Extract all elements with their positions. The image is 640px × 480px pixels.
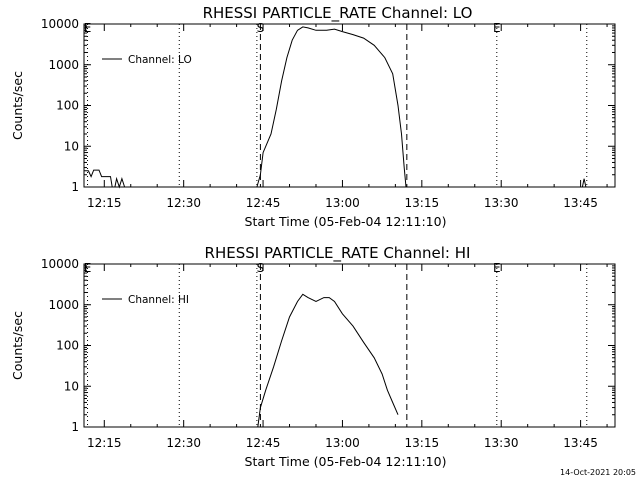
- legend-label: Channel: HI: [128, 294, 189, 306]
- chart-title: RHESSI PARTICLE_RATE Channel: HI: [205, 244, 471, 263]
- marker-label: S: [257, 21, 265, 35]
- panel-hi: RHESSI PARTICLE_RATE Channel: HI Start T…: [10, 244, 616, 469]
- x-tick-label: 12:15: [87, 436, 122, 450]
- y-tick-label: 1: [71, 420, 79, 434]
- x-tick-label: 13:00: [325, 436, 360, 450]
- y-tick-label: 1: [71, 180, 79, 194]
- chart-title: RHESSI PARTICLE_RATE Channel: LO: [203, 4, 473, 23]
- y-tick-label: 100: [56, 99, 79, 113]
- x-tick-label: 12:45: [246, 196, 281, 210]
- x-tick-label: 13:45: [563, 436, 598, 450]
- y-tick-label: 100: [56, 339, 79, 353]
- y-axis-label: Counts/sec: [10, 71, 25, 140]
- series-line: [257, 293, 399, 428]
- marker-label: E: [493, 261, 501, 275]
- x-tick-label: 13:45: [563, 196, 598, 210]
- x-tick-label: 13:15: [405, 196, 440, 210]
- x-tick-label: 13:30: [484, 436, 519, 450]
- y-tick-label: 10000: [41, 257, 79, 271]
- y-axis-label: Counts/sec: [10, 311, 25, 380]
- series-line: [84, 169, 126, 189]
- panel-lo: RHESSI PARTICLE_RATE Channel: LO Start T…: [10, 4, 616, 229]
- marker-label: E: [84, 21, 92, 35]
- y-tick-label: 10: [64, 379, 79, 393]
- x-tick-label: 12:30: [166, 196, 201, 210]
- y-tick-label: 1000: [48, 298, 79, 312]
- x-tick-label: 13:15: [405, 436, 440, 450]
- x-tick-label: 13:30: [484, 196, 519, 210]
- marker-label: E: [84, 261, 92, 275]
- y-tick-label: 1000: [48, 58, 79, 72]
- footer-timestamp: 14-Oct-2021 20:05: [560, 468, 636, 477]
- x-tick-label: 12:45: [246, 436, 281, 450]
- y-tick-label: 10: [64, 139, 79, 153]
- marker-label: S: [257, 261, 265, 275]
- y-tick-label: 10000: [41, 17, 79, 31]
- x-tick-label: 12:15: [87, 196, 122, 210]
- x-axis-label: Start Time (05-Feb-04 12:11:10): [245, 454, 447, 469]
- x-tick-label: 12:30: [166, 436, 201, 450]
- legend-label: Channel: LO: [128, 54, 192, 66]
- series-line: [256, 26, 407, 188]
- marker-label: E: [493, 21, 501, 35]
- series-line: [581, 178, 587, 188]
- x-tick-label: 13:00: [325, 196, 360, 210]
- x-axis-label: Start Time (05-Feb-04 12:11:10): [245, 214, 447, 229]
